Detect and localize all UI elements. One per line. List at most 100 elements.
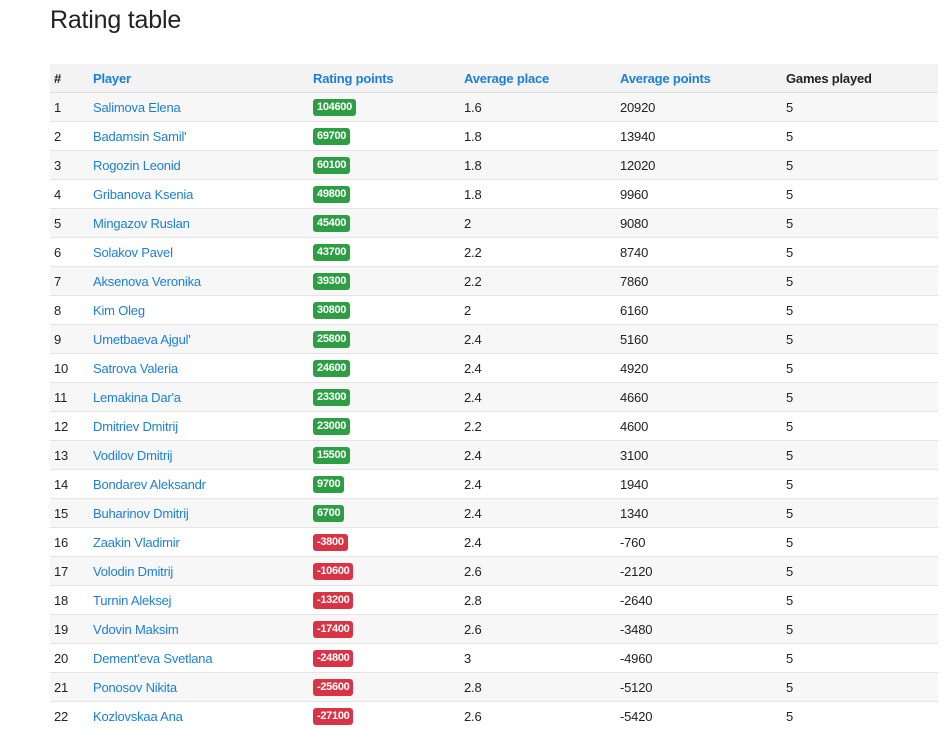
table-row: 6 Solakov Pavel 43700 2.2 8740 5	[50, 237, 938, 267]
table-row: 19 Vdovin Maksim -17400 2.6 -3480 5	[50, 614, 938, 644]
average-place-value: 2.4	[464, 505, 482, 521]
negative-rating-badge: -25600	[313, 679, 354, 696]
games-played-cell: 5	[782, 556, 938, 586]
player-link[interactable]: Kim Oleg	[93, 302, 145, 318]
average-place-value: 2.4	[464, 534, 482, 550]
player-link[interactable]: Rogozin Leonid	[93, 157, 181, 173]
average-points-value: 9080	[620, 215, 649, 231]
rank-cell: 2	[50, 121, 89, 151]
games-played-value: 5	[786, 650, 794, 666]
games-played-value: 5	[786, 476, 794, 492]
rating-cell: -3800	[309, 527, 460, 557]
player-link[interactable]: Salimova Elena	[93, 99, 181, 115]
rank-value: 14	[54, 476, 69, 492]
games-played-value: 5	[786, 389, 794, 405]
games-played-value: 5	[786, 99, 794, 115]
average-points-value: 3100	[620, 447, 649, 463]
player-link[interactable]: Vdovin Maksim	[93, 621, 179, 637]
average-points-cell: 4600	[616, 411, 782, 441]
player-link[interactable]: Dement'eva Svetlana	[93, 650, 213, 666]
player-link[interactable]: Lemakina Dar'a	[93, 389, 181, 405]
player-link[interactable]: Vodilov Dmitrij	[93, 447, 173, 463]
average-place-value: 2.2	[464, 244, 482, 260]
rank-cell: 19	[50, 614, 89, 644]
player-link[interactable]: Bondarev Aleksandr	[93, 476, 206, 492]
average-place-cell: 2.4	[460, 353, 616, 383]
average-place-cell: 2	[460, 208, 616, 238]
games-played-cell: 5	[782, 527, 938, 557]
rank-value: 15	[54, 505, 69, 521]
column-header-average-points[interactable]: Average points	[616, 64, 782, 93]
games-played-value: 5	[786, 708, 794, 724]
column-header-rating-points[interactable]: Rating points	[309, 64, 460, 93]
rating-cell: -24800	[309, 643, 460, 673]
table-row: 15 Buharinov Dmitrij 6700 2.4 1340 5	[50, 498, 938, 528]
rank-value: 11	[54, 389, 68, 405]
negative-rating-badge: -24800	[313, 650, 354, 667]
player-link[interactable]: Zaakin Vladimir	[93, 534, 180, 550]
page-title: Rating table	[50, 6, 182, 34]
rating-cell: 39300	[309, 266, 460, 296]
table-row: 10 Satrova Valeria 24600 2.4 4920 5	[50, 353, 938, 383]
player-cell: Buharinov Dmitrij	[89, 498, 309, 528]
player-link[interactable]: Mingazov Ruslan	[93, 215, 190, 231]
rank-cell: 11	[50, 382, 89, 412]
player-link[interactable]: Solakov Pavel	[93, 244, 173, 260]
average-place-value: 2.4	[464, 476, 482, 492]
rank-value: 7	[54, 273, 62, 289]
player-link[interactable]: Volodin Dmitrij	[93, 563, 174, 579]
average-points-cell: 1940	[616, 469, 782, 499]
column-header-average-place[interactable]: Average place	[460, 64, 616, 93]
player-link[interactable]: Aksenova Veronika	[93, 273, 201, 289]
table-row: 16 Zaakin Vladimir -3800 2.4 -760 5	[50, 527, 938, 557]
negative-rating-badge: -13200	[313, 592, 354, 609]
player-link[interactable]: Ponosov Nikita	[93, 679, 177, 695]
average-points-value: 4600	[620, 418, 649, 434]
player-link[interactable]: Buharinov Dmitrij	[93, 505, 189, 521]
average-place-cell: 2.2	[460, 237, 616, 267]
rank-value: 8	[54, 302, 62, 318]
table-row: 7 Aksenova Veronika 39300 2.2 7860 5	[50, 266, 938, 296]
player-link[interactable]: Gribanova Ksenia	[93, 186, 194, 202]
games-played-value: 5	[786, 186, 794, 202]
player-cell: Rogozin Leonid	[89, 150, 309, 180]
player-link[interactable]: Dmitriev Dmitrij	[93, 418, 178, 434]
table-row: 17 Volodin Dmitrij -10600 2.6 -2120 5	[50, 556, 938, 586]
rank-value: 2	[54, 128, 62, 144]
player-link[interactable]: Turnin Aleksej	[93, 592, 172, 608]
rating-cell: 24600	[309, 353, 460, 383]
table-row: 12 Dmitriev Dmitrij 23000 2.2 4600 5	[50, 411, 938, 441]
average-place-cell: 2.2	[460, 266, 616, 296]
average-place-cell: 2.2	[460, 411, 616, 441]
rating-cell: 9700	[309, 469, 460, 499]
average-points-value: -5120	[620, 679, 653, 695]
average-points-value: 4660	[620, 389, 649, 405]
player-link[interactable]: Umetbaeva Ajgul'	[93, 331, 191, 347]
player-link[interactable]: Satrova Valeria	[93, 360, 178, 376]
average-points-value: 13940	[620, 128, 656, 144]
games-played-cell: 5	[782, 469, 938, 499]
rank-cell: 5	[50, 208, 89, 238]
average-place-cell: 2.6	[460, 614, 616, 644]
player-link[interactable]: Badamsin Samil'	[93, 128, 187, 144]
player-cell: Dement'eva Svetlana	[89, 643, 309, 673]
column-header-player[interactable]: Player	[89, 64, 309, 93]
rank-value: 10	[54, 360, 69, 376]
games-played-value: 5	[786, 128, 794, 144]
table-row: 2 Badamsin Samil' 69700 1.8 13940 5	[50, 121, 938, 151]
games-played-cell: 5	[782, 353, 938, 383]
average-points-value: 9960	[620, 186, 649, 202]
rating-table: # Player Rating points Average place Ave…	[50, 64, 938, 730]
rating-cell: -10600	[309, 556, 460, 586]
average-points-cell: 20920	[616, 92, 782, 122]
average-points-cell: 4660	[616, 382, 782, 412]
rating-cell: 49800	[309, 179, 460, 209]
positive-rating-badge: 49800	[313, 186, 351, 203]
rating-cell: 23000	[309, 411, 460, 441]
positive-rating-badge: 15500	[313, 447, 351, 464]
rating-cell: 23300	[309, 382, 460, 412]
average-place-value: 1.8	[464, 157, 482, 173]
average-points-cell: 9960	[616, 179, 782, 209]
player-link[interactable]: Kozlovskaa Ana	[93, 708, 183, 724]
negative-rating-badge: -3800	[313, 534, 348, 551]
